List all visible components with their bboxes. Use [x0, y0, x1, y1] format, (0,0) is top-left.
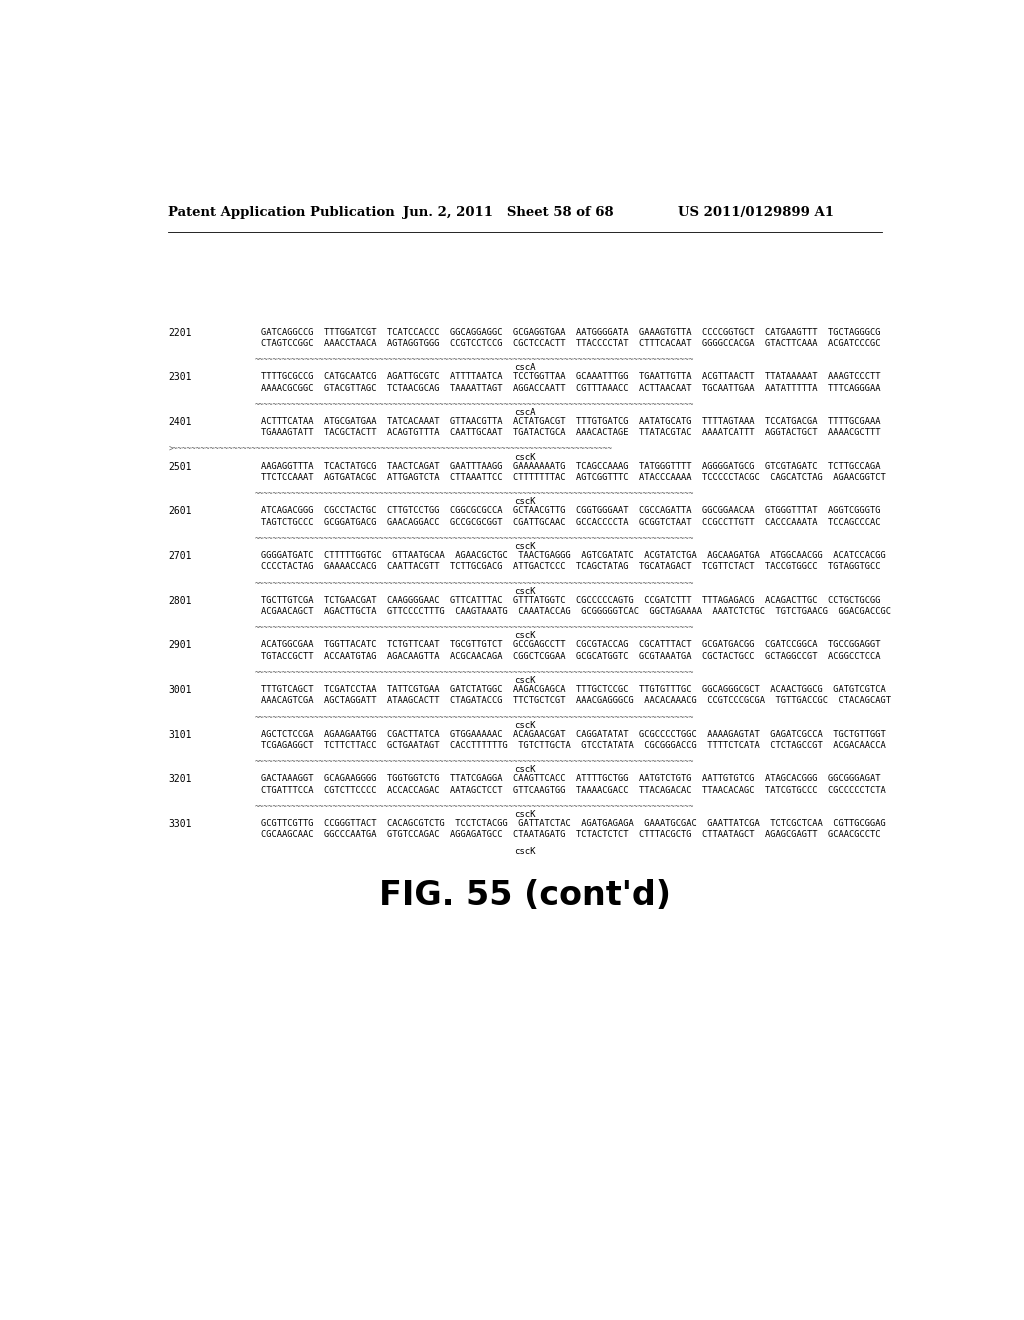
Text: ~~~~~~~~~~~~~~~~~~~~~~~~~~~~~~~~~~~~~~~~~~~~~~~~~~~~~~~~~~~~~~~~~~~~~~~~~~~~~~~~: ~~~~~~~~~~~~~~~~~~~~~~~~~~~~~~~~~~~~~~~~… [255, 803, 694, 810]
Text: CTAGTCCGGC  AAACCTAACA  AGTAGGTGGG  CCGTCCTCCG  CGCTCCACTT  TTACCCCTAT  CTTTCACA: CTAGTCCGGC AAACCTAACA AGTAGGTGGG CCGTCCT… [261, 339, 881, 348]
Text: GCGTTCGTTG  CCGGGTTACT  CACAGCGTCTG  TCCTCTACGG  GATTATCTAC  AGATGAGAGA  GAAATGC: GCGTTCGTTG CCGGGTTACT CACAGCGTCTG TCCTCT… [261, 818, 886, 828]
Text: 2501: 2501 [168, 462, 191, 471]
Text: GATCAGGCCG  TTTGGATCGT  TCATCCACCC  GGCAGGAGGC  GCGAGGTGAA  AATGGGGATA  GAAAGTGT: GATCAGGCCG TTTGGATCGT TCATCCACCC GGCAGGA… [261, 327, 881, 337]
Text: 2401: 2401 [168, 417, 191, 428]
Text: ~~~~~~~~~~~~~~~~~~~~~~~~~~~~~~~~~~~~~~~~~~~~~~~~~~~~~~~~~~~~~~~~~~~~~~~~~~~~~~~~: ~~~~~~~~~~~~~~~~~~~~~~~~~~~~~~~~~~~~~~~~… [255, 535, 694, 543]
Text: ~~~~~~~~~~~~~~~~~~~~~~~~~~~~~~~~~~~~~~~~~~~~~~~~~~~~~~~~~~~~~~~~~~~~~~~~~~~~~~~~: ~~~~~~~~~~~~~~~~~~~~~~~~~~~~~~~~~~~~~~~~… [255, 758, 694, 767]
Text: 2701: 2701 [168, 552, 191, 561]
Text: cscK: cscK [514, 453, 536, 462]
Text: FIG. 55 (cont'd): FIG. 55 (cont'd) [379, 879, 671, 912]
Text: TAGTCTGCCC  GCGGATGACG  GAACAGGACC  GCCGCGCGGT  CGATTGCAAC  GCCACCCCTA  GCGGTCTA: TAGTCTGCCC GCGGATGACG GAACAGGACC GCCGCGC… [261, 517, 881, 527]
Text: 2301: 2301 [168, 372, 191, 383]
Text: cscK: cscK [514, 631, 536, 640]
Text: 2201: 2201 [168, 327, 191, 338]
Text: TGCTTGTCGA  TCTGAACGAT  CAAGGGGAAC  GTTCATTTAC  GTTTATGGTC  CGCCCCCAGTG  CCGATCT: TGCTTGTCGA TCTGAACGAT CAAGGGGAAC GTTCATT… [261, 595, 881, 605]
Text: TCGAGAGGCT  TCTTCTTACC  GCTGAATAGТ  CACCTTTTTTG  TGTCTTGCTA  GTCCTATATA  CGCGGGA: TCGAGAGGCT TCTTCTTACC GCTGAATAGТ CACCTTT… [261, 741, 886, 750]
Text: 2801: 2801 [168, 595, 191, 606]
Text: ~~~~~~~~~~~~~~~~~~~~~~~~~~~~~~~~~~~~~~~~~~~~~~~~~~~~~~~~~~~~~~~~~~~~~~~~~~~~~~~~: ~~~~~~~~~~~~~~~~~~~~~~~~~~~~~~~~~~~~~~~~… [255, 355, 694, 364]
Text: TTTTGCGCCG  CATGCAATCG  AGATTGCGTC  ATTTTAATCA  TCCTGGTTAA  GCAAATTTGG  TGAATTGT: TTTTGCGCCG CATGCAATCG AGATTGCGTC ATTTTAA… [261, 372, 881, 381]
Text: 3201: 3201 [168, 775, 191, 784]
Text: ~~~~~~~~~~~~~~~~~~~~~~~~~~~~~~~~~~~~~~~~~~~~~~~~~~~~~~~~~~~~~~~~~~~~~~~~~~~~~~~~: ~~~~~~~~~~~~~~~~~~~~~~~~~~~~~~~~~~~~~~~~… [255, 713, 694, 722]
Text: Patent Application Publication: Patent Application Publication [168, 206, 395, 219]
Text: ~~~~~~~~~~~~~~~~~~~~~~~~~~~~~~~~~~~~~~~~~~~~~~~~~~~~~~~~~~~~~~~~~~~~~~~~~~~~~~~~: ~~~~~~~~~~~~~~~~~~~~~~~~~~~~~~~~~~~~~~~~… [255, 578, 694, 587]
Text: AAAACGCGGC  GTACGTTAGC  TCTAACGCAG  TAAAATTAGT  AGGACCAATT  CGTTTAAACC  ACTTAACA: AAAACGCGGC GTACGTTAGC TCTAACGCAG TAAAATT… [261, 384, 881, 392]
Text: ACATGGCGAA  TGGTTACATC  TCTGTTCAAT  TGCGTTGTCT  GCCGAGCCTT  CGCGTACCAG  CGCATTTA: ACATGGCGAA TGGTTACATC TCTGTTCAAT TGCGTTG… [261, 640, 881, 649]
Text: AAGAGGTTTA  TCACTATGCG  TAACTCAGAT  GAATTTAAGG  GAAAAAAATG  TCAGCCAAAG  TATGGGTT: AAGAGGTTTA TCACTATGCG TAACTCAGAT GAATTTA… [261, 462, 881, 471]
Text: ACGAACAGCT  AGACTTGCTA  GTTCCCCTTTG  CAAGTAAATG  CAAATACCAG  GCGGGGGTCAC  GGCTAG: ACGAACAGCT AGACTTGCTA GTTCCCCTTTG CAAGTA… [261, 607, 891, 616]
Text: US 2011/0129899 A1: US 2011/0129899 A1 [678, 206, 835, 219]
Text: cscK: cscK [514, 676, 536, 685]
Text: cscK: cscK [514, 543, 536, 550]
Text: cscK: cscK [514, 847, 536, 855]
Text: CCCCTACTAG  GAAAACCACG  CAATTACGTT  TCTTGCGACG  ATTGACTCCC  TCAGCTATAG  TGCATAGA: CCCCTACTAG GAAAACCACG CAATTACGTT TCTTGCG… [261, 562, 881, 572]
Text: cscK: cscK [514, 810, 536, 818]
Text: cscK: cscK [514, 766, 536, 774]
Text: TGTACCGCTT  ACCAATGTAG  AGACAAGTTA  ACGCAACAGA  CGGCTCGGAA  GCGCATGGTC  GCGTAAAT: TGTACCGCTT ACCAATGTAG AGACAAGTTA ACGCAAC… [261, 652, 881, 660]
Text: CGCAAGCAAC  GGCCCAATGA  GTGTCCAGAC  AGGAGATGCC  CTAATAGATG  TCTACTCTCT  CTTTACGC: CGCAAGCAAC GGCCCAATGA GTGTCCAGAC AGGAGAT… [261, 830, 881, 840]
Text: 2901: 2901 [168, 640, 191, 651]
Text: cscK: cscK [514, 498, 536, 506]
Text: TTCTCCAAAT  AGTGATACGC  ATTGAGTCTA  CTTAAATTCC  CTTTTTTTAC  AGTCGGTTTC  ATACCCAA: TTCTCCAAAT AGTGATACGC ATTGAGTCTA CTTAAAT… [261, 473, 886, 482]
Text: ATCAGACGGG  CGCCTACTGC  CTTGTCCTGG  CGGCGCGCCA  GCTAACGTTG  CGGTGGGAAT  CGCCAGAT: ATCAGACGGG CGCCTACTGC CTTGTCCTGG CGGCGCG… [261, 507, 881, 515]
Text: TGAAAGTATT  TACGCTACTT  ACAGTGTTTA  CAATTGCAAT  TGATACTGCA  AAACACTAGE  TTATACGT: TGAAAGTATT TACGCTACTT ACAGTGTTTA CAATTGC… [261, 428, 881, 437]
Text: cscK: cscK [514, 721, 536, 730]
Text: cscK: cscK [514, 586, 536, 595]
Text: CTGATTTCCA  CGTCTTCCCC  ACCACCAGAC  AATAGCTCCT  GTTCAAGTGG  TAAAACGACC  TTACAGAC: CTGATTTCCA CGTCTTCCCC ACCACCAGAC AATAGCT… [261, 785, 886, 795]
Text: 3101: 3101 [168, 730, 191, 739]
Text: ~~~~~~~~~~~~~~~~~~~~~~~~~~~~~~~~~~~~~~~~~~~~~~~~~~~~~~~~~~~~~~~~~~~~~~~~~~~~~~~~: ~~~~~~~~~~~~~~~~~~~~~~~~~~~~~~~~~~~~~~~~… [255, 668, 694, 677]
Text: Jun. 2, 2011   Sheet 58 of 68: Jun. 2, 2011 Sheet 58 of 68 [403, 206, 613, 219]
Text: AAACAGTCGA  AGCTAGGATT  ATAAGCACTT  CTAGATACCG  TTCTGCTCGT  AAACGAGGGCG  AACACAA: AAACAGTCGA AGCTAGGATT ATAAGCACTT CTAGATA… [261, 696, 891, 705]
Text: ~~~~~~~~~~~~~~~~~~~~~~~~~~~~~~~~~~~~~~~~~~~~~~~~~~~~~~~~~~~~~~~~~~~~~~~~~~~~~~~~: ~~~~~~~~~~~~~~~~~~~~~~~~~~~~~~~~~~~~~~~~… [255, 400, 694, 409]
Text: TTTGTCAGCT  TCGATCCTAA  TATTCGTGAA  GATCTATGGC  AAGACGAGCA  TTTGCTCCGC  TTGTGTTT: TTTGTCAGCT TCGATCCTAA TATTCGTGAA GATCTAT… [261, 685, 886, 694]
Text: ~~~~~~~~~~~~~~~~~~~~~~~~~~~~~~~~~~~~~~~~~~~~~~~~~~~~~~~~~~~~~~~~~~~~~~~~~~~~~~~~: ~~~~~~~~~~~~~~~~~~~~~~~~~~~~~~~~~~~~~~~~… [255, 623, 694, 632]
Text: cscA: cscA [514, 408, 536, 417]
Text: cscA: cscA [514, 363, 536, 372]
Text: ACTTTCATAA  ATGCGATGAA  TATCACAAAT  GTTAACGTTA  ACTATGACGT  TTTGTGATCG  AATATGCA: ACTTTCATAA ATGCGATGAA TATCACAAAT GTTAACG… [261, 417, 881, 426]
Text: 3001: 3001 [168, 685, 191, 696]
Text: ~~~~~~~~~~~~~~~~~~~~~~~~~~~~~~~~~~~~~~~~~~~~~~~~~~~~~~~~~~~~~~~~~~~~~~~~~~~~~~~~: ~~~~~~~~~~~~~~~~~~~~~~~~~~~~~~~~~~~~~~~~… [255, 490, 694, 499]
Text: 2601: 2601 [168, 507, 191, 516]
Text: 3301: 3301 [168, 818, 191, 829]
Text: GACTAAAGGТ  GCAGAAGGGG  TGGTGGTCTG  TTATCGAGGA  CAAGTТCACC  ATTTTGCTGG  AATGTCTG: GACTAAAGGТ GCAGAAGGGG TGGTGGTCTG TTATCGA… [261, 775, 881, 783]
Text: AGCTCTCCGA  AGAAGAATGG  CGACTTATCA  GTGGAAAAAC  ACAGAACGAT  CAGGATATAT  GCGCCCCT: AGCTCTCCGA AGAAGAATGG CGACTTATCA GTGGAAA… [261, 730, 886, 739]
Text: >~~~~~~~~~~~~~~~~~~~~~~~~~~~~~~~~~~~~~~~~~~~~~~~~~~~~~~~~~~~~~~~~~~~~~~~~~~~~~~~: >~~~~~~~~~~~~~~~~~~~~~~~~~~~~~~~~~~~~~~~… [168, 445, 612, 454]
Text: GGGGATGATC  CTTTTTGGTGC  GTTAATGCAA  AGAACGCTGC  TAACTGAGGG  AGTCGATATC  ACGTATC: GGGGATGATC CTTTTTGGTGC GTTAATGCAA AGAACG… [261, 552, 886, 560]
